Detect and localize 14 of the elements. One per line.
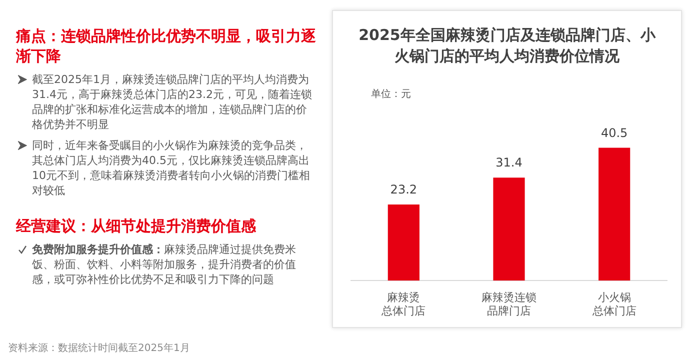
text: 经营建议：从细节处提升消费价值感: [16, 216, 257, 236]
x-tick-label: 小火锅总体门店: [591, 291, 636, 318]
data-label: 40.5: [600, 126, 628, 140]
text: 痛点：连锁品牌性价比优势不明显，吸引力逐渐下降: [16, 26, 316, 66]
data-label: 23.2: [390, 182, 418, 197]
text: 单位：元: [371, 88, 411, 101]
chart-title: 2025年全国麻辣烫门店及连锁品牌门店、小火锅门店的平均人均消费价位情况: [358, 25, 657, 67]
text: 同时，近年来备受瞩目的小火锅作为麻辣烫的竞争品类，其总体门店人均消费为40.5元，仅比麻辣烫连锁品牌高出10元不到，意味着麻辣烫消费者转向小火锅的消费门槛相对较低: [31, 138, 311, 198]
text: 截至2025年1月，麻辣烫连锁品牌门店的平均人均消费为31.4元，高于麻辣烫总体门店的23.2元，可见，随着连锁品牌的扩张和标准化运营成本的增加，连锁品牌门店的价格优势并不明显: [31, 72, 313, 132]
data-label: 31.4: [496, 156, 522, 170]
text: 免费附加服务提升价值感：: [32, 243, 164, 256]
text: 资料来源：数据统计时间截至2025年1月: [8, 342, 190, 355]
x-tick-label: 麻辣烫总体门店: [380, 291, 426, 318]
x-tick-label: 麻辣烫连锁品牌门店: [482, 291, 536, 318]
